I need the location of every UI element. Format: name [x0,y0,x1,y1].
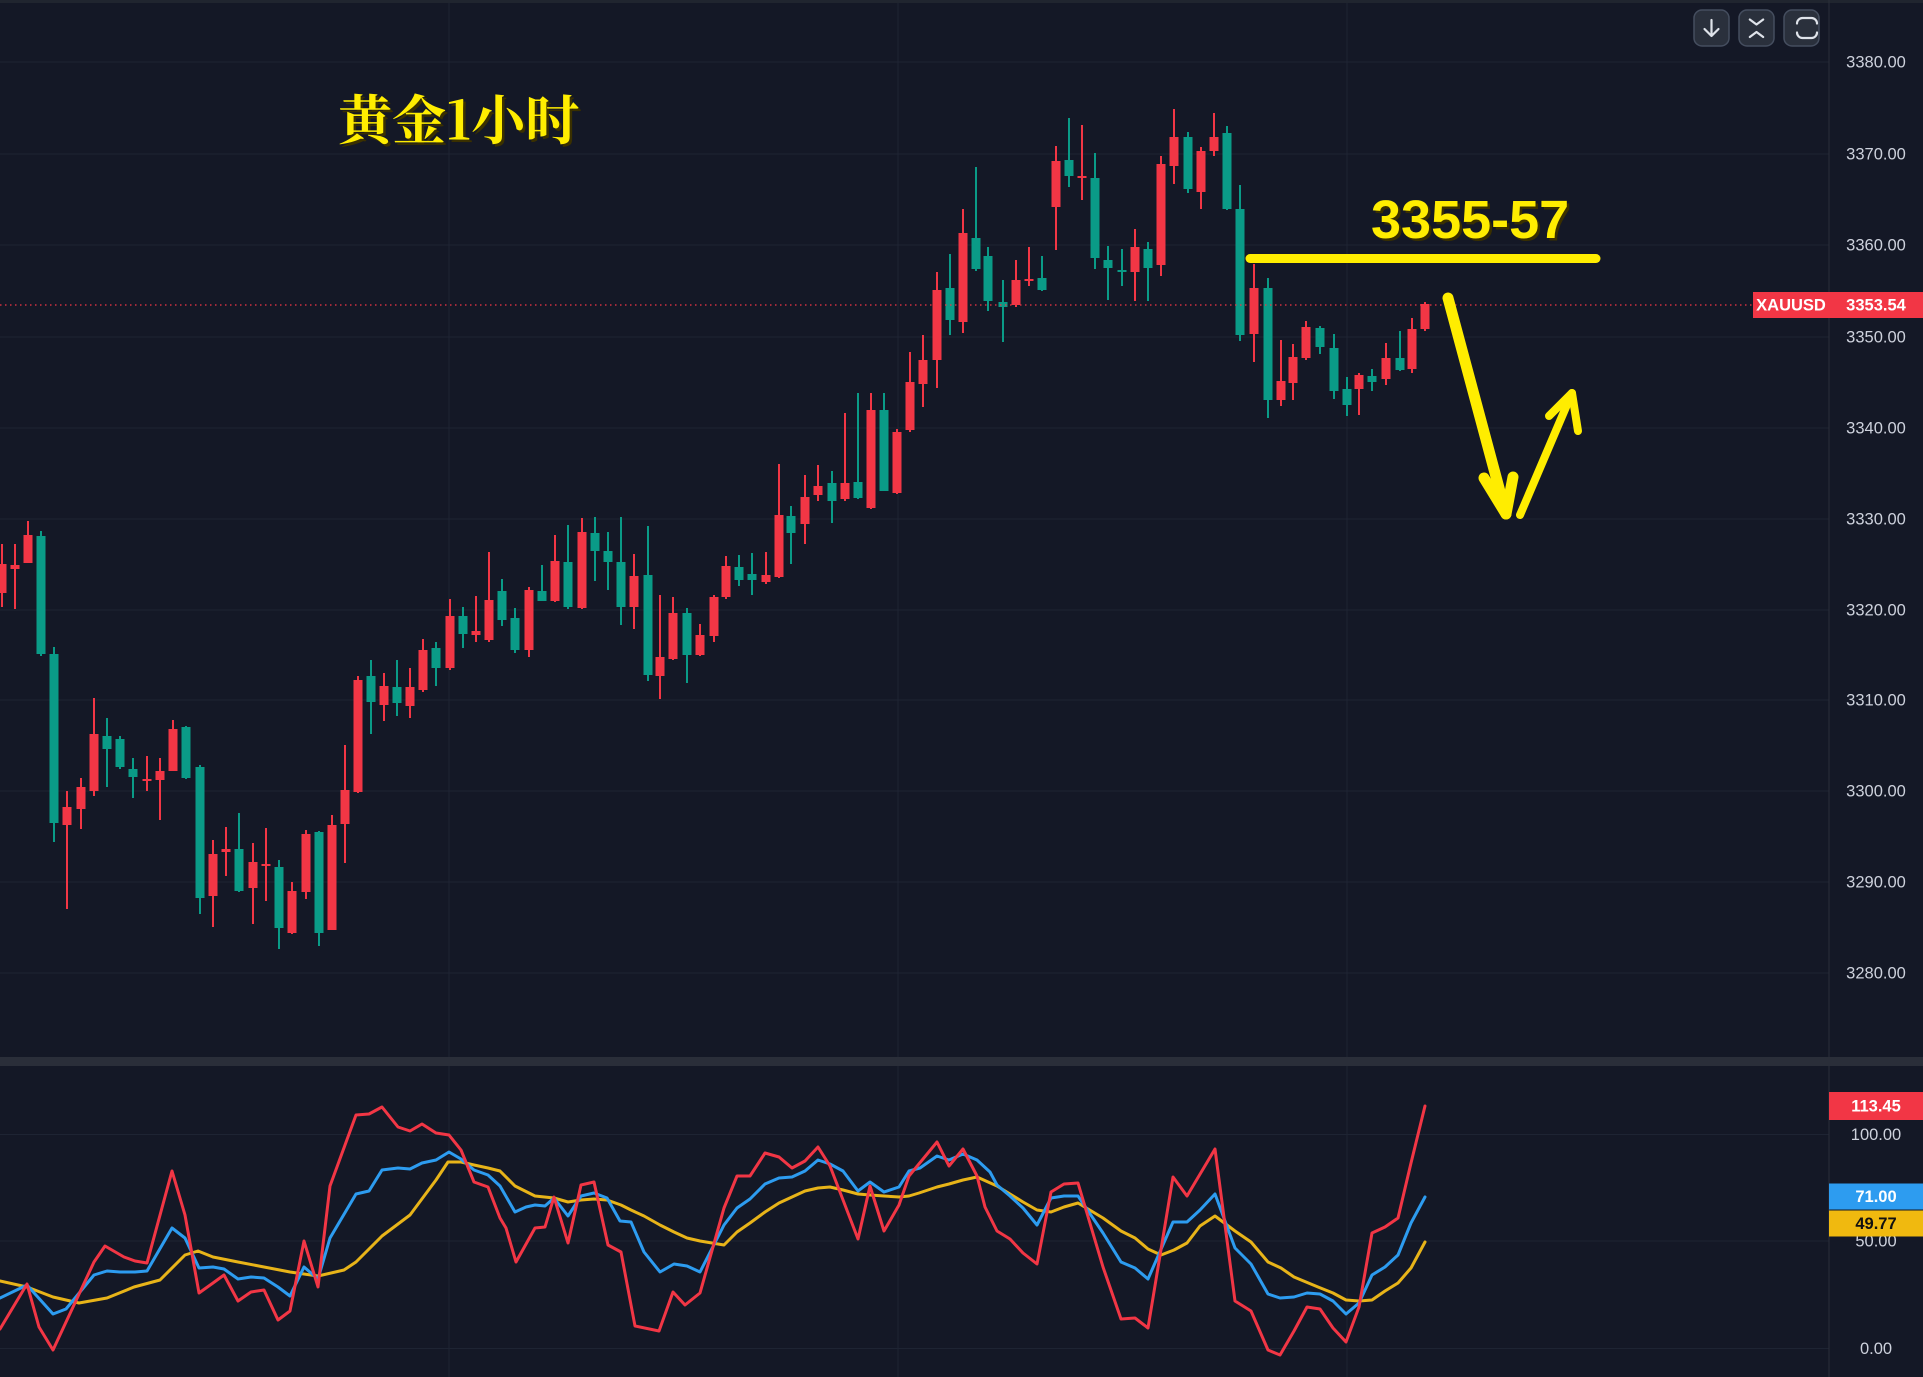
svg-text:71.00: 71.00 [1855,1188,1896,1206]
svg-text:3280.00: 3280.00 [1846,965,1906,983]
svg-text:3310.00: 3310.00 [1846,692,1906,710]
svg-text:3355-57: 3355-57 [1371,190,1569,250]
svg-text:3340.00: 3340.00 [1846,420,1906,438]
svg-text:3330.00: 3330.00 [1846,511,1906,529]
svg-text:3300.00: 3300.00 [1846,783,1906,801]
svg-text:3350.00: 3350.00 [1846,329,1906,347]
svg-text:3380.00: 3380.00 [1846,54,1906,72]
svg-text:XAUUSD: XAUUSD [1756,297,1826,315]
svg-text:100.00: 100.00 [1851,1126,1901,1144]
svg-text:113.45: 113.45 [1851,1098,1901,1116]
svg-text:3290.00: 3290.00 [1846,874,1906,892]
svg-text:0.00: 0.00 [1860,1340,1892,1358]
svg-text:49.77: 49.77 [1855,1215,1896,1233]
svg-text:3355-57: 3355-57 [1374,193,1572,253]
svg-text:50.00: 50.00 [1855,1233,1896,1251]
svg-text:3370.00: 3370.00 [1846,146,1906,164]
svg-text:3320.00: 3320.00 [1846,602,1906,620]
svg-text:3360.00: 3360.00 [1846,237,1906,255]
svg-text:3353.54: 3353.54 [1846,297,1906,315]
